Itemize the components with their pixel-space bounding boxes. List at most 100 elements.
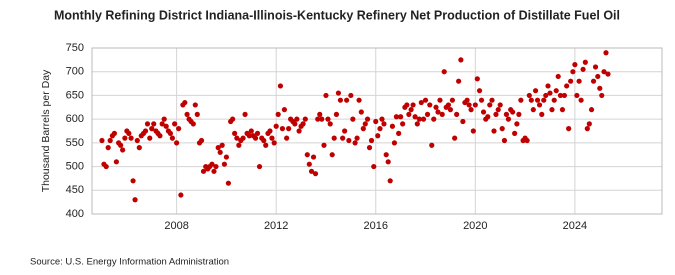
data-point (296, 128, 302, 134)
data-point (221, 161, 228, 167)
data-point (530, 107, 536, 113)
data-point (362, 121, 368, 127)
data-point (568, 78, 574, 84)
data-point (350, 116, 356, 122)
data-point (134, 137, 140, 144)
data-point (427, 102, 433, 108)
data-point (574, 92, 580, 99)
data-point (418, 99, 424, 106)
data-point (215, 145, 221, 151)
data-point (340, 135, 346, 141)
data-point (273, 123, 279, 129)
data-point (256, 163, 263, 170)
data-point (526, 92, 532, 99)
data-point (572, 62, 578, 68)
data-point (292, 121, 298, 127)
data-point (559, 107, 566, 113)
plot-frame (91, 47, 663, 215)
data-point (151, 121, 157, 127)
data-point (294, 116, 300, 122)
data-point (312, 171, 319, 177)
data-point (555, 73, 561, 80)
data-point (524, 137, 530, 144)
x-tick-label: 2020 (463, 220, 487, 232)
data-point (317, 111, 323, 117)
data-point (325, 116, 331, 122)
data-point (240, 135, 246, 141)
data-point (566, 126, 572, 132)
x-tick-label: 2024 (563, 220, 587, 232)
data-point (447, 107, 454, 113)
data-point (383, 152, 389, 158)
data-point (478, 97, 485, 103)
data-point (190, 121, 196, 127)
data-point (551, 97, 557, 103)
data-point (118, 142, 124, 148)
data-point (389, 123, 396, 129)
data-point (404, 102, 410, 108)
data-point (172, 121, 178, 127)
data-point (528, 97, 534, 103)
source-note: Source: U.S. Energy Information Administ… (30, 257, 229, 268)
data-point (601, 69, 607, 75)
y-tick-label: 650 (66, 89, 84, 101)
data-point (590, 78, 597, 84)
data-point (122, 135, 128, 141)
data-point (306, 161, 312, 167)
data-point (176, 126, 182, 132)
data-point (424, 111, 431, 117)
data-point (553, 88, 559, 94)
data-point (217, 149, 223, 155)
data-point (360, 126, 366, 132)
data-point (582, 59, 588, 65)
data-point (431, 116, 437, 122)
data-point (286, 126, 292, 132)
data-point (536, 102, 543, 108)
data-point (107, 137, 113, 144)
data-point (512, 130, 518, 136)
data-point (510, 109, 516, 115)
data-point (605, 71, 611, 77)
y-tick-label: 750 (66, 42, 84, 54)
data-point (586, 121, 592, 127)
data-point (400, 121, 406, 127)
data-point (248, 128, 254, 134)
data-point (433, 104, 439, 110)
data-point (236, 142, 242, 148)
data-point (472, 102, 478, 108)
data-point (194, 111, 200, 117)
data-point (588, 107, 595, 113)
data-point (474, 76, 480, 82)
data-point (514, 121, 520, 127)
data-point (279, 126, 286, 132)
data-point (234, 135, 240, 141)
data-point (445, 102, 452, 108)
data-point (120, 147, 126, 153)
data-point (211, 168, 217, 174)
data-point (275, 111, 281, 117)
data-point (136, 145, 142, 151)
data-point (570, 69, 576, 75)
data-point (232, 130, 238, 136)
data-point (595, 73, 601, 80)
data-point (159, 121, 165, 127)
data-point (454, 111, 460, 117)
data-point (476, 88, 483, 94)
data-point (163, 123, 169, 129)
data-point (501, 137, 508, 144)
data-point (344, 97, 350, 103)
data-point (493, 111, 499, 117)
data-point (348, 92, 354, 99)
data-point (584, 126, 590, 132)
data-point (358, 109, 364, 115)
data-point (491, 128, 497, 134)
data-point (599, 92, 605, 99)
data-point (184, 111, 190, 117)
data-point (209, 161, 215, 167)
data-point (539, 111, 545, 117)
y-tick-label: 500 (66, 160, 84, 172)
data-point (410, 102, 416, 108)
data-point (561, 92, 568, 99)
data-point (169, 135, 175, 141)
data-point (371, 163, 377, 170)
